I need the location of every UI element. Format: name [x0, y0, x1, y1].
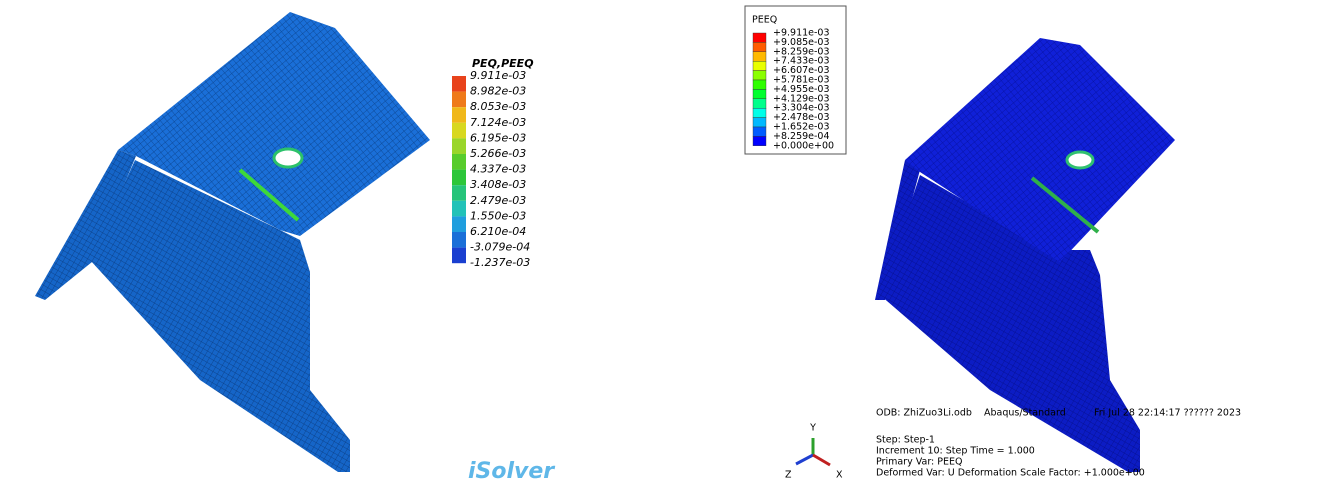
legend-swatch — [452, 76, 466, 92]
legend-label: +9.911e-03 — [773, 28, 830, 39]
legend-label: +1.652e-03 — [773, 122, 830, 133]
left-model — [35, 12, 430, 472]
legend-label: 8.053e-03 — [470, 100, 526, 113]
legend-swatch — [452, 169, 466, 186]
strain-band — [238, 168, 300, 222]
legend-label: 5.266e-03 — [470, 147, 526, 160]
legend-swatch — [752, 70, 767, 81]
legend-swatch — [752, 126, 767, 137]
strain-band — [1030, 176, 1100, 234]
legend-label: 3.408e-03 — [470, 178, 526, 191]
legend-swatch — [452, 107, 466, 123]
x-label: X — [836, 470, 843, 481]
legend-label: 1.550e-03 — [470, 209, 526, 222]
legend-swatch — [452, 200, 466, 217]
legend-label: +8.259e-04 — [773, 131, 830, 142]
z-label: Z — [785, 470, 792, 481]
legend-label: 2.479e-03 — [470, 194, 526, 207]
legend: +9.911e-03+9.085e-03+8.259e-03+7.433e-03… — [752, 28, 834, 151]
top-plate — [905, 38, 1175, 262]
z-axis — [795, 453, 814, 466]
legend-label: +5.781e-03 — [773, 75, 830, 86]
legend-label: +7.433e-03 — [773, 56, 830, 67]
y-label: Y — [809, 423, 816, 434]
solver: Abaqus/Standard — [984, 408, 1066, 419]
odb: ODB: ZhiZuo3Li.odb — [876, 408, 972, 419]
legend-label: 9.911e-03 — [470, 69, 526, 82]
legend-swatch — [452, 247, 466, 264]
legend-label: -3.079e-04 — [470, 241, 530, 254]
hole — [272, 147, 304, 169]
legend-swatch — [752, 136, 767, 146]
legend-swatch — [752, 107, 767, 118]
legend-swatch — [452, 185, 466, 201]
legend-label: +2.478e-03 — [773, 112, 830, 123]
web — [90, 160, 350, 472]
increment: Increment 10: Step Time = 1.000 — [876, 446, 1035, 457]
axis-triad: Y Z X — [785, 423, 843, 481]
right-model — [875, 38, 1175, 472]
legend-label: +0.000e+00 — [773, 140, 834, 151]
legend-swatch — [452, 154, 466, 170]
legend-label: +4.955e-03 — [773, 84, 830, 95]
web — [880, 175, 1140, 472]
legend-swatch — [752, 61, 767, 71]
legend-label: +6.607e-03 — [773, 65, 830, 76]
legend: 9.911e-03 8.982e-03 8.053e-03 7.124e-03 6.19… — [452, 69, 530, 269]
top-plate — [118, 12, 430, 236]
legend-title: PEEQ — [752, 15, 777, 26]
side-flange — [35, 150, 136, 300]
date: Fri Jul 28 22:14:17 ?????? 2023 — [1094, 408, 1241, 419]
legend-swatch — [452, 122, 466, 139]
legend-swatch — [452, 232, 466, 248]
legend-title: PEQ,PEEQ — [472, 57, 534, 70]
legend-label: 6.210e-04 — [470, 225, 526, 238]
legend-label: +4.129e-03 — [773, 93, 830, 104]
x-axis — [812, 453, 831, 467]
deformed-var: Deformed Var: U Deformation Scale Factor… — [876, 468, 1145, 479]
legend-swatch — [752, 79, 767, 90]
primary-var: Primary Var: PEEQ — [876, 457, 962, 468]
legend-swatch — [752, 32, 767, 43]
legend-label: +8.259e-03 — [773, 46, 830, 57]
legend-label: 6.195e-03 — [470, 131, 526, 144]
legend-label: +3.304e-03 — [773, 103, 830, 114]
legend-swatch — [452, 216, 466, 232]
side-flange — [875, 160, 920, 300]
step: Step: Step-1 — [876, 435, 935, 446]
legend-label: -1.237e-03 — [470, 256, 530, 269]
legend-swatch — [752, 42, 767, 53]
legend-label: 8.982e-03 — [470, 85, 526, 98]
legend-swatch — [752, 89, 767, 100]
legend-swatch — [752, 51, 767, 62]
legend-label: +9.085e-03 — [773, 37, 830, 48]
legend-label: 7.124e-03 — [470, 116, 526, 129]
legend-swatch — [752, 98, 767, 109]
watermark: iSolver — [468, 459, 555, 484]
hole — [1065, 150, 1095, 170]
legend-label: 4.337e-03 — [470, 163, 526, 176]
legend-swatch — [752, 117, 767, 128]
legend-swatch — [452, 91, 466, 108]
legend-swatch — [452, 138, 466, 154]
